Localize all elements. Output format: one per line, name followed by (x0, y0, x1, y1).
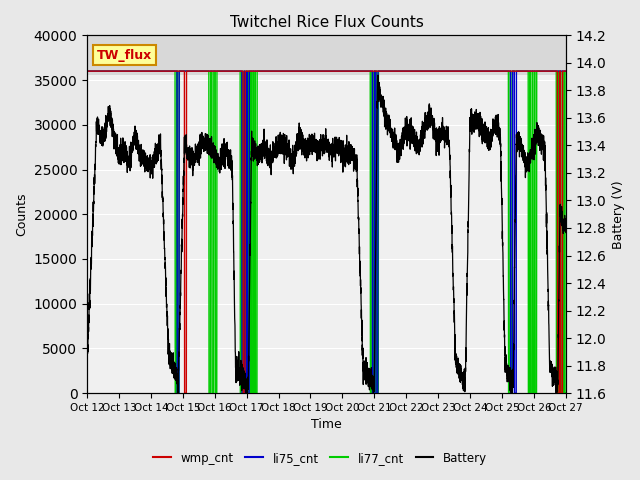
X-axis label: Time: Time (311, 419, 342, 432)
Text: TW_flux: TW_flux (97, 48, 152, 61)
Y-axis label: Counts: Counts (15, 192, 28, 236)
Bar (87, 36, 566, 75)
Legend: wmp_cnt, li75_cnt, li77_cnt, Battery: wmp_cnt, li75_cnt, li77_cnt, Battery (148, 447, 492, 469)
Y-axis label: Battery (V): Battery (V) (612, 180, 625, 249)
Title: Twitchel Rice Flux Counts: Twitchel Rice Flux Counts (230, 15, 424, 30)
